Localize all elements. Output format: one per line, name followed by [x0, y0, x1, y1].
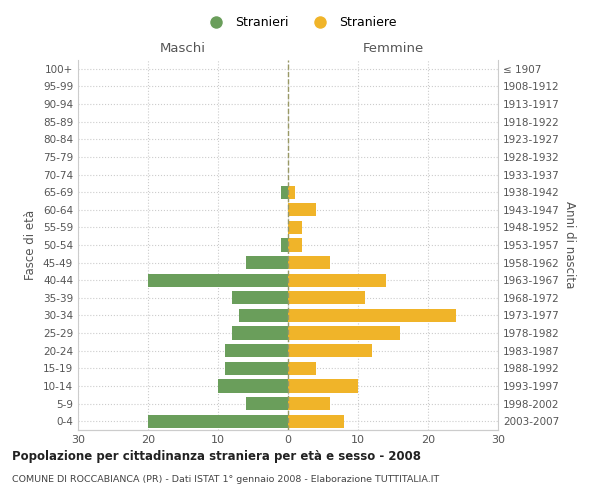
Y-axis label: Fasce di età: Fasce di età — [25, 210, 37, 280]
Bar — [288, 238, 302, 252]
Text: COMUNE DI ROCCABIANCA (PR) - Dati ISTAT 1° gennaio 2008 - Elaborazione TUTTITALI: COMUNE DI ROCCABIANCA (PR) - Dati ISTAT … — [12, 475, 439, 484]
Bar — [232, 326, 288, 340]
Y-axis label: Anni di nascita: Anni di nascita — [563, 202, 576, 288]
Bar — [148, 274, 288, 287]
Bar — [288, 203, 316, 216]
Bar — [288, 309, 456, 322]
Bar — [232, 291, 288, 304]
Bar — [225, 344, 288, 358]
Bar — [225, 362, 288, 375]
Text: Femmine: Femmine — [362, 42, 424, 54]
Bar — [281, 186, 288, 198]
Bar — [246, 397, 288, 410]
Bar — [288, 326, 400, 340]
Bar — [288, 397, 330, 410]
Text: Maschi: Maschi — [160, 42, 206, 54]
Bar — [288, 380, 358, 392]
Text: Popolazione per cittadinanza straniera per età e sesso - 2008: Popolazione per cittadinanza straniera p… — [12, 450, 421, 463]
Bar — [288, 414, 344, 428]
Bar — [239, 309, 288, 322]
Bar — [288, 256, 330, 269]
Legend: Stranieri, Straniere: Stranieri, Straniere — [199, 11, 401, 34]
Bar — [288, 274, 386, 287]
Bar — [148, 414, 288, 428]
Bar — [288, 291, 365, 304]
Bar — [288, 186, 295, 198]
Bar — [288, 362, 316, 375]
Bar — [218, 380, 288, 392]
Bar — [288, 221, 302, 234]
Bar — [281, 238, 288, 252]
Bar — [288, 344, 372, 358]
Bar — [246, 256, 288, 269]
